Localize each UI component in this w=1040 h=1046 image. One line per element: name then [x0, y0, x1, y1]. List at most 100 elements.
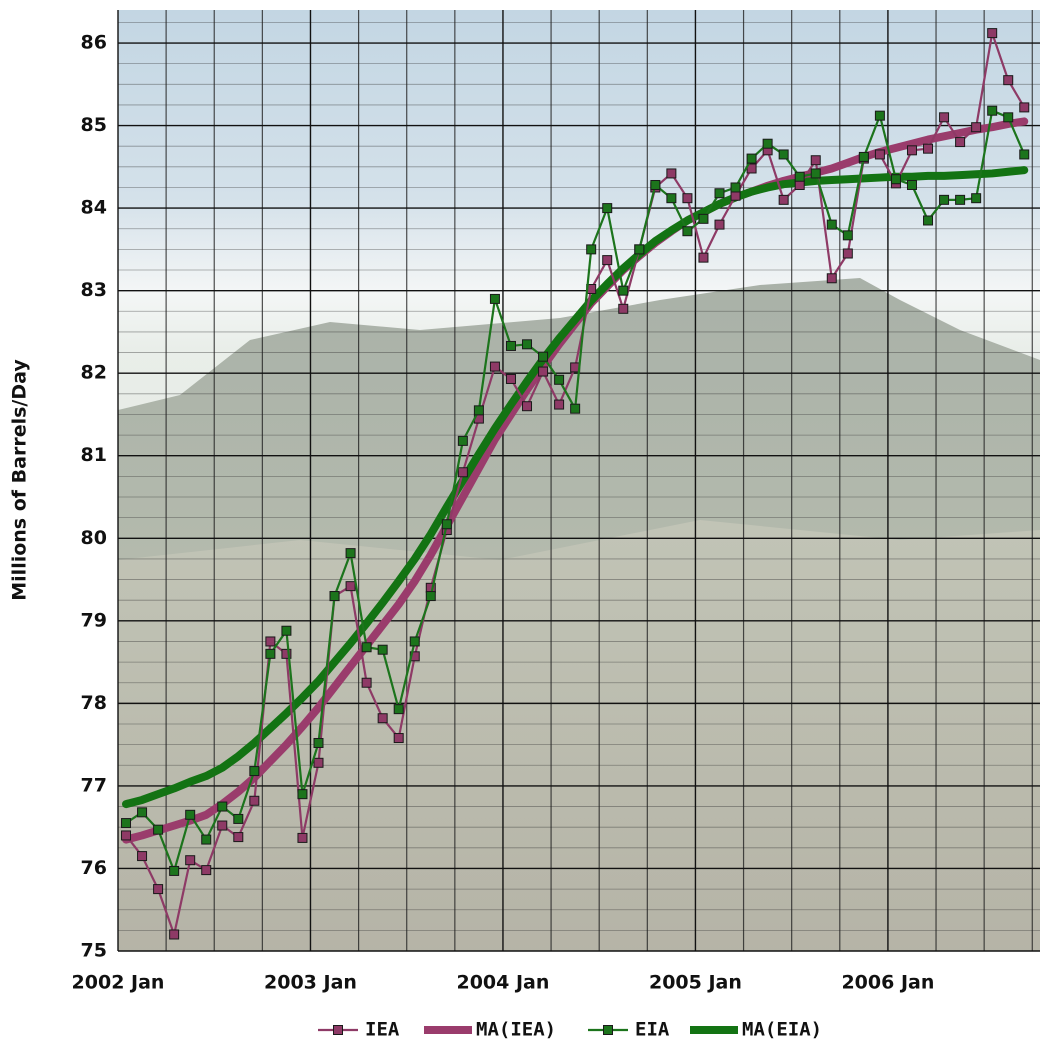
data-point: [988, 106, 997, 115]
data-point: [571, 404, 580, 413]
data-point: [555, 400, 564, 409]
background-photo: [118, 10, 1040, 951]
data-point: [442, 520, 451, 529]
data-point: [603, 256, 612, 265]
data-point: [795, 172, 804, 181]
data-point: [378, 645, 387, 654]
data-point: [330, 592, 339, 601]
data-point: [940, 195, 949, 204]
data-point: [859, 152, 868, 161]
data-point: [715, 189, 724, 198]
y-tick-label: 85: [81, 114, 107, 136]
data-point: [555, 375, 564, 384]
data-point: [186, 856, 195, 865]
data-point: [972, 123, 981, 132]
data-point: [394, 705, 403, 714]
data-point: [490, 362, 499, 371]
data-point: [811, 156, 820, 165]
data-point: [699, 253, 708, 262]
legend-item: MA(IEA): [424, 1019, 556, 1041]
data-point: [619, 286, 628, 295]
legend-label: MA(EIA): [742, 1019, 822, 1041]
data-point: [186, 810, 195, 819]
data-point: [346, 549, 355, 558]
data-point: [875, 150, 884, 159]
data-point: [314, 738, 323, 747]
data-point: [603, 204, 612, 213]
legend-label: IEA: [365, 1019, 400, 1041]
x-tick-label: 2006 Jan: [841, 972, 934, 994]
data-point: [298, 833, 307, 842]
legend-marker: [604, 1026, 613, 1035]
data-point: [170, 866, 179, 875]
legend-marker: [334, 1026, 343, 1035]
data-point: [731, 191, 740, 200]
y-tick-label: 79: [81, 609, 107, 631]
data-point: [378, 714, 387, 723]
data-point: [170, 930, 179, 939]
data-point: [154, 885, 163, 894]
data-point: [1004, 113, 1013, 122]
y-tick-label: 86: [81, 32, 107, 54]
data-point: [1020, 150, 1029, 159]
data-point: [346, 582, 355, 591]
data-point: [683, 194, 692, 203]
data-point: [523, 340, 532, 349]
data-point: [683, 227, 692, 236]
data-point: [426, 592, 435, 601]
y-tick-label: 80: [81, 527, 107, 549]
data-point: [474, 406, 483, 415]
data-point: [539, 367, 548, 376]
data-point: [619, 304, 628, 313]
y-tick-label: 81: [81, 444, 107, 466]
data-point: [539, 352, 548, 361]
data-point: [250, 767, 259, 776]
data-point: [506, 341, 515, 350]
data-point: [907, 146, 916, 155]
data-point: [667, 194, 676, 203]
legend-item: EIA: [588, 1019, 670, 1041]
data-point: [362, 678, 371, 687]
y-tick-label: 75: [81, 940, 107, 962]
data-point: [843, 249, 852, 258]
data-point: [940, 113, 949, 122]
data-point: [266, 649, 275, 658]
legend-item: IEA: [318, 1019, 400, 1041]
data-point: [218, 821, 227, 830]
data-point: [234, 814, 243, 823]
data-point: [827, 220, 836, 229]
y-tick-label: 77: [81, 774, 107, 796]
data-point: [282, 626, 291, 635]
data-point: [202, 835, 211, 844]
data-point: [972, 194, 981, 203]
data-point: [458, 436, 467, 445]
data-point: [202, 866, 211, 875]
x-tick-label: 2002 Jan: [72, 972, 165, 994]
data-point: [394, 734, 403, 743]
data-point: [731, 183, 740, 192]
data-point: [523, 402, 532, 411]
data-point: [795, 180, 804, 189]
y-axis-label: Millions of Barrels/Day: [9, 359, 31, 601]
data-point: [362, 643, 371, 652]
data-point: [924, 216, 933, 225]
data-point: [763, 139, 772, 148]
data-point: [635, 245, 644, 254]
data-point: [266, 637, 275, 646]
data-point: [811, 169, 820, 178]
data-point: [1004, 76, 1013, 85]
data-point: [587, 245, 596, 254]
data-point: [667, 169, 676, 178]
data-point: [250, 796, 259, 805]
y-tick-label: 76: [81, 857, 107, 879]
data-point: [651, 180, 660, 189]
data-point: [747, 154, 756, 163]
data-point: [138, 808, 147, 817]
x-tick-label: 2005 Jan: [649, 972, 742, 994]
data-point: [458, 468, 467, 477]
data-point: [699, 214, 708, 223]
data-point: [154, 825, 163, 834]
chart: Millions of Barrels/Day 7576777879808182…: [0, 0, 1040, 1046]
data-point: [122, 819, 131, 828]
data-point: [924, 144, 933, 153]
